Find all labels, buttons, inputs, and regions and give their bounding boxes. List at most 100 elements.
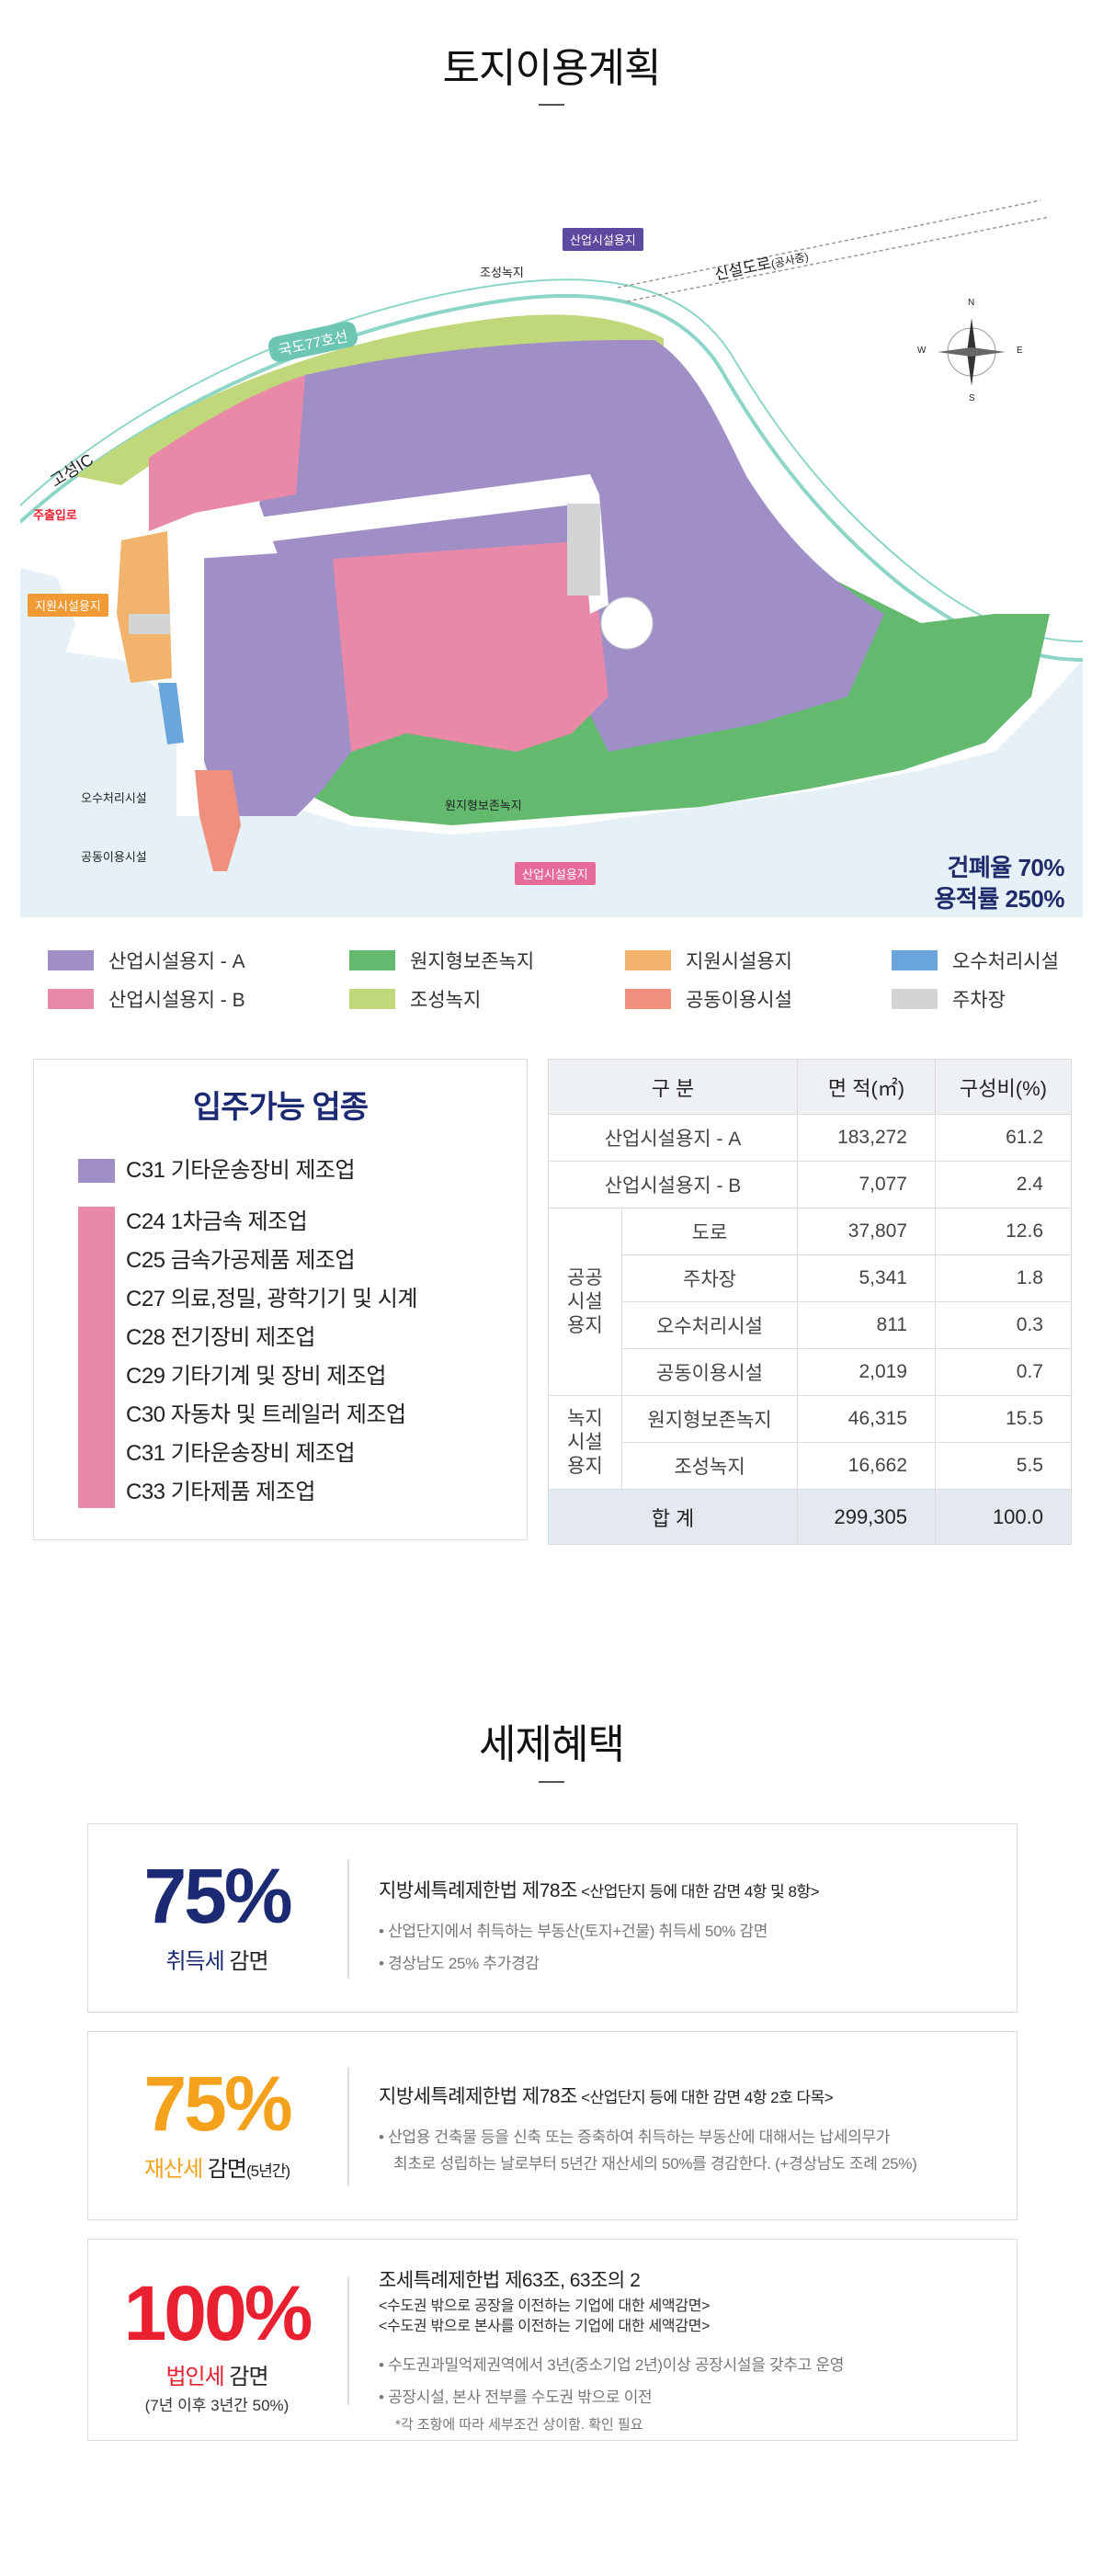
label-public: 공동이용시설 xyxy=(81,850,147,864)
tax-card-left: 75% 취득세 감면 xyxy=(88,1824,346,2012)
legend-item: 산업시설용지 - B xyxy=(48,985,349,1013)
bullet-item: 산업용 건축물 등을 신축 또는 증축하여 취득하는 부동산에 대해서는 납세의… xyxy=(379,2124,917,2147)
footnote: *각 조항에 따라 세부조건 상이함. 확인 필요 xyxy=(395,2417,643,2433)
pct-label: 재산세 감면(5년간) xyxy=(88,2150,346,2183)
legend-item: 산업시설용지 - A xyxy=(48,947,349,974)
legend-swatch xyxy=(48,989,94,1009)
label-landscape-green: 조성녹지 xyxy=(480,266,524,279)
group-label: 녹지 시설 용지 xyxy=(548,1395,622,1490)
table-row: 주차장 5,341 1.8 xyxy=(549,1254,1072,1302)
row-area: 5,341 xyxy=(797,1254,936,1302)
industry-item: C31 기타운송장비 제조업 xyxy=(126,1158,356,1183)
row-name: 산업시설용지 - B xyxy=(548,1161,798,1209)
tax-card-acquisition: 75% 취득세 감면 지방세특례제한법 제78조 <산업단지 등에 대한 감면 … xyxy=(87,1823,1018,2013)
tax-card-left: 75% 재산세 감면(5년간) xyxy=(88,2032,346,2219)
row-ratio: 12.6 xyxy=(935,1208,1072,1255)
map-legend: 산업시설용지 - A 원지형보존녹지 지원시설용지 오수처리시설 산업시설용지 - B 조… xyxy=(48,947,1077,1013)
section-title-land-use: 토지이용계획 xyxy=(442,46,662,91)
tax-card-right: 지방세특례제한법 제78조 <산업단지 등에 대한 감면 4항 및 8항> 산업… xyxy=(379,1876,820,1973)
sea-area xyxy=(20,651,1083,917)
pct-label-period: (5년간) xyxy=(246,2162,290,2180)
compass-s: S xyxy=(969,393,975,403)
group-label: 공공 시설 용지 xyxy=(548,1208,622,1396)
legend-swatch xyxy=(892,950,938,970)
pct-value: 100% xyxy=(123,2270,313,2356)
legend-swatch xyxy=(349,950,395,970)
card-divider xyxy=(347,1859,349,1979)
card-divider xyxy=(347,2067,349,2186)
row-name: 주차장 xyxy=(621,1254,798,1302)
group-label-line: 시설 xyxy=(567,1290,603,1312)
land-use-map: 산업시설용지 산업시설용지 지원시설용지 조성녹지 원지형보존녹지 오수처리시설… xyxy=(18,182,1084,917)
legend-label: 산업시설용지 - B xyxy=(108,990,245,1011)
group-label-line: 시설 xyxy=(567,1431,603,1453)
new-road-line xyxy=(617,199,1041,289)
legend-label: 산업시설용지 - A xyxy=(108,951,245,972)
law-clause: <산업단지 등에 대한 감면 4항 2호 다목> xyxy=(576,2089,834,2106)
row-ratio: 2.4 xyxy=(935,1161,1072,1209)
legend-swatch xyxy=(892,989,938,1009)
legend-item: 지원시설용지 xyxy=(625,947,892,974)
pct-label-rest: 감면 xyxy=(223,2365,268,2389)
support-area xyxy=(117,531,172,683)
law-clause: <수도권 밖으로 본사를 이전하는 기업에 대한 세액감면> xyxy=(379,2319,711,2334)
header-ratio: 구성비(%) xyxy=(935,1059,1072,1115)
row-name: 원지형보존녹지 xyxy=(621,1395,798,1443)
table-row: 조성녹지 16,662 5.5 xyxy=(549,1442,1072,1490)
legend-swatch xyxy=(625,950,671,970)
title-divider-2 xyxy=(539,1781,564,1783)
legend-item: 조성녹지 xyxy=(349,985,625,1013)
area-table: 구 분 면 적(㎡) 구성비(%) 산업시설용지 - A 183,272 61.2 산… xyxy=(548,1059,1072,1545)
pct-label-main: 재산세 xyxy=(143,2157,203,2182)
floor-area-ratio: 용적률 250% xyxy=(934,885,1065,913)
row-area: 46,315 xyxy=(797,1395,936,1443)
pct-label: 취득세 감면 xyxy=(88,1943,346,1975)
pct-label-rest: 감면 xyxy=(223,1949,268,1974)
law-name: 조세특례제한법 제63조, 63조의 2 xyxy=(379,2270,641,2291)
table-row: 공공 시설 용지 도로 37,807 12.6 xyxy=(548,1208,1072,1396)
legend-swatch xyxy=(349,989,395,1009)
industry-group-a: C31 기타운송장비 제조업 xyxy=(78,1152,356,1190)
card-divider xyxy=(347,2276,349,2405)
coverage-ratio: 건폐율 70% xyxy=(947,854,1064,881)
map-drawing xyxy=(18,199,1084,917)
row-area: 183,272 xyxy=(797,1114,936,1162)
pct-label-rest: 감면 xyxy=(202,2157,247,2182)
pct-label-note: (7년 이후 3년간 50%) xyxy=(144,2397,290,2414)
law-title: 지방세특례제한법 제78조 <산업단지 등에 대한 감면 4항 및 8항> xyxy=(379,1876,820,1903)
group-label-line: 용지 xyxy=(567,1314,603,1336)
pct-label: 법인세 감면 xyxy=(88,2358,346,2390)
row-ratio: 61.2 xyxy=(935,1114,1072,1162)
industry-group-b-swatch xyxy=(78,1207,115,1508)
row-ratio: 0.7 xyxy=(935,1348,1072,1396)
row-ratio: 15.5 xyxy=(935,1395,1072,1443)
label-industrial-bottom: 산업시설용지 xyxy=(515,862,596,885)
legend-swatch xyxy=(625,989,671,1009)
support-parking xyxy=(129,614,170,634)
industry-group-b: C24 1차금속 제조업 C25 금속가공제품 제조업 C27 의료,정밀, 광학기… xyxy=(78,1203,417,1512)
row-name: 산업시설용지 - A xyxy=(548,1114,798,1162)
tax-card-right: 지방세특례제한법 제78조 <산업단지 등에 대한 감면 4항 2호 다목> 산… xyxy=(379,2082,917,2173)
total-area: 299,305 xyxy=(797,1489,936,1545)
row-area: 37,807 xyxy=(797,1208,936,1255)
tax-card-property: 75% 재산세 감면(5년간) 지방세특례제한법 제78조 <산업단지 등에 대… xyxy=(87,2031,1018,2220)
legend-item: 주차장 xyxy=(892,985,1075,1013)
legend-item: 원지형보존녹지 xyxy=(349,947,625,974)
row-area: 2,019 xyxy=(797,1348,936,1396)
row-area: 811 xyxy=(797,1301,936,1349)
group-label-line: 용지 xyxy=(567,1455,603,1477)
table-row: 산업시설용지 - B 7,077 2.4 xyxy=(548,1161,1072,1209)
row-area: 16,662 xyxy=(797,1442,936,1490)
landscape-green-strip xyxy=(75,314,664,485)
title-divider xyxy=(539,104,564,106)
law-title: 지방세특례제한법 제78조 <산업단지 등에 대한 감면 4항 2호 다목> xyxy=(379,2082,917,2109)
legend-label: 공동이용시설 xyxy=(686,990,792,1011)
industries-title: 입주가능 업종 xyxy=(192,1090,369,1125)
tax-card-left: 100% 법인세 감면 (7년 이후 3년간 50%) xyxy=(88,2240,346,2440)
parking-area xyxy=(567,504,600,596)
law-clause: <수도권 밖으로 공장을 이전하는 기업에 대한 세액감면> xyxy=(379,2298,711,2314)
compass-icon: N S E W xyxy=(917,298,1023,403)
road-77-line xyxy=(18,293,1084,662)
group-label-line: 공공 xyxy=(567,1266,603,1288)
table-body: 산업시설용지 - A 183,272 61.2 산업시설용지 - B 7,077 2.4 공… xyxy=(548,1114,1072,1545)
